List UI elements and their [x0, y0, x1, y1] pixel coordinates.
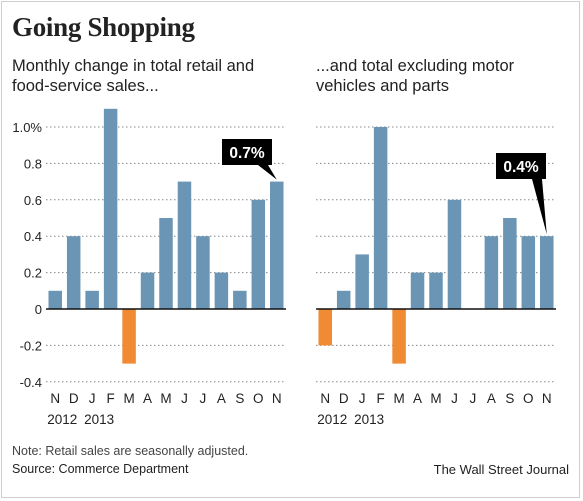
x-tick-label: N — [50, 391, 60, 406]
x-tick-label: J — [89, 391, 96, 406]
left-chart-subtitle: Monthly change in total retail and food-… — [12, 57, 255, 95]
x-tick-label: N — [272, 391, 282, 406]
x-tick-label: D — [339, 391, 349, 406]
callout-label: 0.7% — [229, 145, 265, 162]
x-tick-label: J — [470, 391, 477, 406]
bar — [447, 199, 462, 309]
y-tick-label: 0.4 — [24, 229, 42, 244]
left-bar-chart: 1.0%0.80.60.40.20-0.2-0.4N D J F M A M J J A S O N20… — [12, 108, 286, 427]
x-tick-label: N — [320, 391, 330, 406]
x-tick-label: A — [143, 391, 152, 406]
bar — [410, 272, 425, 309]
y-tick-label: 0.6 — [24, 193, 42, 208]
y-tick-label: 0.8 — [24, 156, 42, 171]
x-tick-label: O — [253, 391, 264, 406]
x-tick-label: F — [376, 391, 384, 406]
x-tick-label: M — [430, 391, 441, 406]
x-tick-label: N — [542, 391, 552, 406]
callout-label: 0.4% — [503, 159, 539, 176]
bar — [521, 236, 536, 309]
callout-pointer — [258, 165, 277, 180]
page-title: Going Shopping — [12, 12, 195, 42]
bar — [270, 181, 284, 309]
bar — [484, 236, 499, 309]
x-tick-label: J — [359, 391, 366, 406]
y-tick-label: -0.4 — [20, 375, 42, 390]
year-label: 2013 — [354, 412, 384, 427]
x-tick-label: M — [123, 391, 134, 406]
y-tick-label: -0.2 — [20, 338, 42, 353]
callout-pointer — [532, 179, 547, 235]
x-tick-label: M — [160, 391, 171, 406]
bar — [66, 236, 81, 309]
bar — [48, 290, 62, 309]
x-tick-label: J — [200, 391, 207, 406]
bar — [196, 236, 210, 309]
year-label: 2013 — [84, 412, 114, 427]
bar — [355, 254, 369, 309]
x-tick-label: O — [523, 391, 534, 406]
footnote: Note: Retail sales are seasonally adjust… — [12, 444, 249, 458]
right-chart-subtitle: ...and total excluding motor vehicles an… — [316, 57, 515, 95]
x-tick-label: A — [217, 391, 226, 406]
y-tick-label: 0.2 — [24, 266, 42, 281]
bar — [177, 181, 192, 309]
x-tick-label: S — [235, 391, 244, 406]
x-tick-label: J — [451, 391, 458, 406]
x-tick-label: A — [487, 391, 496, 406]
x-tick-label: J — [181, 391, 188, 406]
bar — [159, 218, 173, 309]
bar — [251, 199, 266, 309]
bar — [140, 272, 155, 309]
bar — [122, 309, 136, 364]
bar — [392, 309, 406, 364]
callout-box — [222, 139, 272, 165]
bar — [540, 236, 554, 309]
bar — [233, 290, 247, 309]
y-tick-label: 1.0% — [12, 120, 42, 135]
bar — [103, 108, 118, 309]
bar — [429, 272, 443, 309]
x-tick-label: S — [505, 391, 514, 406]
bar — [336, 290, 351, 309]
bar — [503, 218, 517, 309]
year-label: 2012 — [47, 412, 77, 427]
x-tick-label: A — [413, 391, 422, 406]
y-tick-label: 0 — [35, 302, 42, 317]
callout-box — [496, 153, 546, 179]
bar — [214, 272, 229, 309]
x-tick-label: F — [106, 391, 114, 406]
bar — [318, 309, 332, 346]
x-tick-label: D — [69, 391, 79, 406]
source-line: Source: Commerce Department — [12, 462, 189, 476]
bar — [85, 290, 99, 309]
bar — [373, 127, 388, 309]
year-label: 2012 — [317, 412, 347, 427]
publisher-credit: The Wall Street Journal — [433, 462, 569, 477]
x-tick-label: M — [393, 391, 404, 406]
